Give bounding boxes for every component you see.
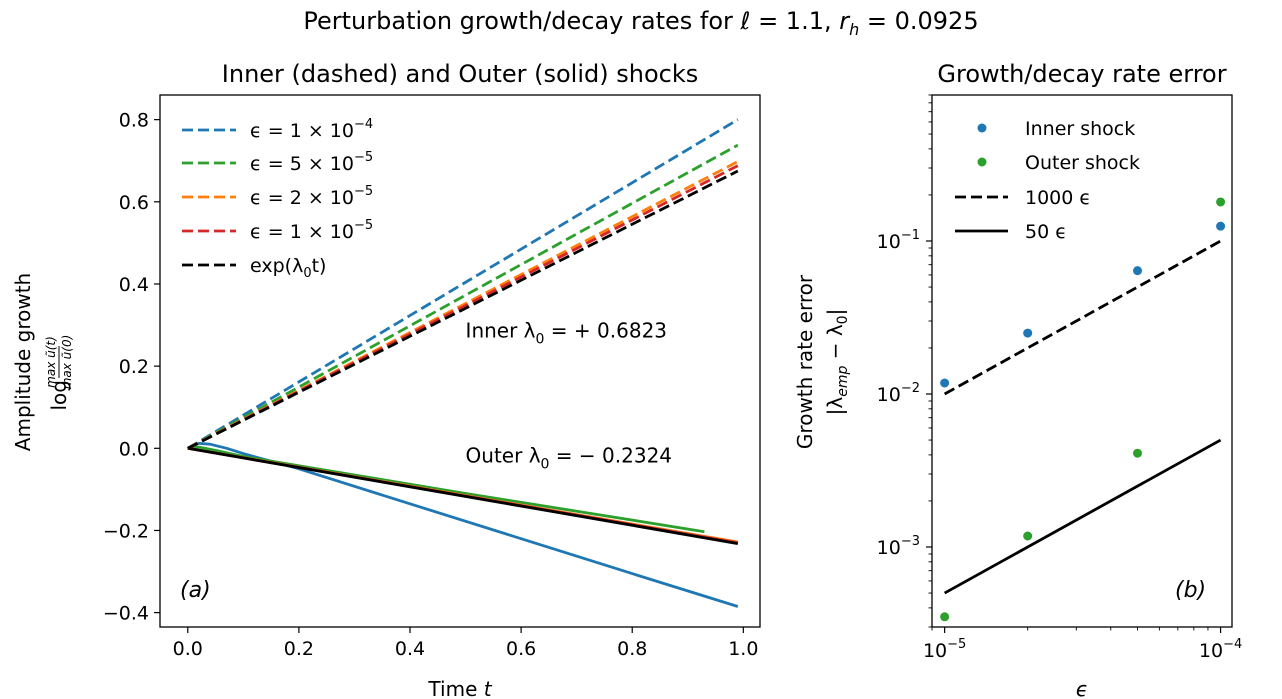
legend-entry-eps-1e-5: ϵ = 1 × 10−5 <box>182 218 373 243</box>
panel-b-y-ticks: 10−3 10−2 10−1 <box>877 94 932 628</box>
scatter-point-blue <box>1133 266 1143 276</box>
panel-a-frame <box>159 94 761 628</box>
panel-a-y-ticks: −0.4 −0.2 0.0 0.2 0.4 0.6 0.8 <box>103 110 160 625</box>
scatter-point-blue <box>1216 221 1226 231</box>
legend-entry-eps-2e-5: ϵ = 2 × 10−5 <box>182 184 373 209</box>
x-tick-label: 10−5 <box>923 637 966 662</box>
panel-b-plot-area <box>940 197 1226 622</box>
panel-a-x-label: Time t <box>427 677 492 699</box>
x-tick-label: 0.6 <box>506 638 536 660</box>
legend-entry-exp-lambda0-t: exp(λ0t) <box>182 255 326 281</box>
y-tick-label: 0.4 <box>119 274 149 296</box>
panel-a-x-ticks: 0.0 0.2 0.4 0.6 0.8 1.0 <box>173 627 758 660</box>
scatter-point-blue <box>1023 328 1033 338</box>
panel-b-frame <box>931 94 1233 628</box>
legend-label: ϵ = 5 × 10−5 <box>250 150 373 175</box>
legend-label: Inner shock <box>1025 118 1135 140</box>
legend-label: ϵ = 1 × 10−4 <box>250 117 373 142</box>
legend-label: ϵ = 2 × 10−5 <box>250 184 373 209</box>
panel-a-y-label-line1: Amplitude growth <box>11 273 35 451</box>
y-tick-label: −0.2 <box>103 520 149 542</box>
scatter-point-green <box>1133 448 1143 458</box>
panel-b-y-label-line1: Growth rate error <box>793 274 817 449</box>
panel-b: Growth/decay rate error 10−5 10−4 10−310−… <box>793 60 1242 699</box>
legend-label: exp(λ0t) <box>250 255 326 281</box>
y-tick-label: −0.4 <box>103 603 149 625</box>
legend-entry-outer-shock: Outer shock <box>977 152 1140 174</box>
y-tick-label: 0.0 <box>119 438 149 460</box>
scatter-point-green <box>1216 197 1226 207</box>
legend-entry-50-eps: 50 ϵ <box>955 221 1067 243</box>
legend-entry-1000-eps: 1000 ϵ <box>955 187 1091 209</box>
inner-lambda-annotation: Inner λ0 = + 0.6823 <box>466 318 667 347</box>
panel-b-label: (b) <box>1175 578 1206 603</box>
panel-a-title: Inner (dashed) and Outer (solid) shocks <box>222 60 698 88</box>
panel-b-x-ticks: 10−5 10−4 <box>923 627 1242 662</box>
x-tick-label: 0.2 <box>284 638 314 660</box>
series-line-dashed-green <box>187 143 739 450</box>
series-line-solid-green <box>187 445 705 534</box>
x-tick-label: 0.4 <box>395 638 425 660</box>
series-line-dashed-black <box>187 169 739 450</box>
legend-entry-eps-5e-5: ϵ = 5 × 10−5 <box>182 150 373 175</box>
y-tick-label: 0.2 <box>119 356 149 378</box>
reference-line-solid <box>943 438 1222 595</box>
scatter-point-blue <box>940 378 950 388</box>
legend-entry-inner-shock: Inner shock <box>977 118 1135 140</box>
panel-b-y-label-line2: |λemp − λ0| <box>823 309 851 416</box>
panel-a-label: (a) <box>180 578 211 603</box>
y-tick-label: 0.6 <box>119 192 149 214</box>
series-line-dashed-blue <box>187 118 739 450</box>
panel-a: Inner (dashed) and Outer (solid) shocks … <box>11 60 761 699</box>
svg-text:max ũ(0): max ũ(0) <box>60 335 74 390</box>
panel-b-title: Growth/decay rate error <box>937 60 1226 88</box>
y-tick-label: 10−1 <box>877 228 920 253</box>
y-tick-label: 10−3 <box>877 534 920 559</box>
x-tick-label: 1.0 <box>728 638 758 660</box>
scatter-point-green <box>940 612 950 622</box>
y-tick-label: 0.8 <box>119 110 149 132</box>
figure-title: Perturbation growth/decay rates for ℓ = … <box>303 7 978 39</box>
outer-lambda-annotation: Outer λ0 = − 0.2324 <box>466 444 672 473</box>
panel-a-plot-area <box>187 118 739 608</box>
series-line-solid-black <box>187 446 739 545</box>
reference-line-dashed <box>943 239 1222 396</box>
x-tick-label: 0.8 <box>617 638 647 660</box>
panel-b-legend: Inner shock Outer shock 1000 ϵ 50 ϵ <box>955 118 1140 243</box>
panel-a-y-label-line2: log max ũ(t) max ũ(0) <box>44 335 74 411</box>
panel-a-legend: ϵ = 1 × 10−4 ϵ = 5 × 10−5 ϵ = 2 × 10−5 ϵ… <box>182 117 373 281</box>
x-tick-label: 10−4 <box>1199 637 1242 662</box>
svg-text:max ũ(t): max ũ(t) <box>44 336 58 388</box>
panel-b-x-label: ϵ <box>1076 677 1088 699</box>
legend-entry-eps-1e-4: ϵ = 1 × 10−4 <box>182 117 373 142</box>
legend-label: Outer shock <box>1025 152 1140 174</box>
x-tick-label: 0.0 <box>173 638 203 660</box>
y-tick-label: 10−2 <box>877 381 920 406</box>
legend-swatch <box>977 123 987 133</box>
legend-label: 50 ϵ <box>1025 221 1067 243</box>
legend-label: 1000 ϵ <box>1025 187 1091 209</box>
svg-text:log: log <box>47 380 71 411</box>
scatter-point-green <box>1023 531 1033 541</box>
legend-swatch <box>977 157 987 167</box>
legend-label: ϵ = 1 × 10−5 <box>250 218 373 243</box>
